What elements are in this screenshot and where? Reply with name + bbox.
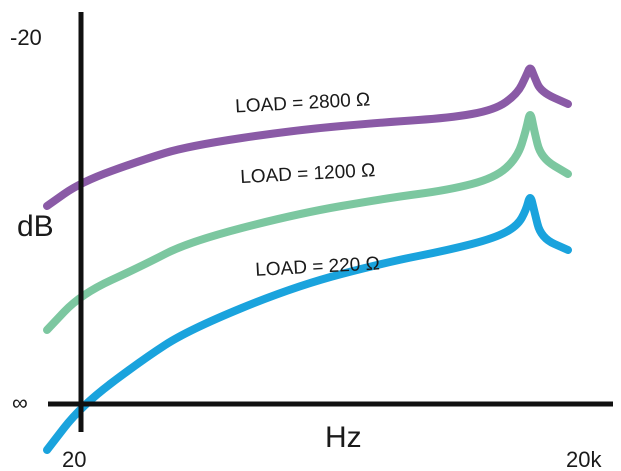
series-label-220: LOAD = 220 Ω [255,253,381,280]
y-axis-title: dB [17,210,54,243]
series-line-0 [43,64,572,210]
curves-layer [43,64,572,454]
y-tick-bottom: ∞ [12,390,28,415]
x-axis-title: Hz [325,421,362,454]
series-label-2800: LOAD = 2800 Ω [235,89,371,117]
series-line-1 [43,111,572,334]
y-tick-top: -20 [10,25,42,50]
series-label-1200: LOAD = 1200 Ω [240,160,376,188]
series-line-2 [43,194,572,454]
x-tick-left: 20 [62,447,86,471]
x-tick-right: 20k [566,447,602,471]
